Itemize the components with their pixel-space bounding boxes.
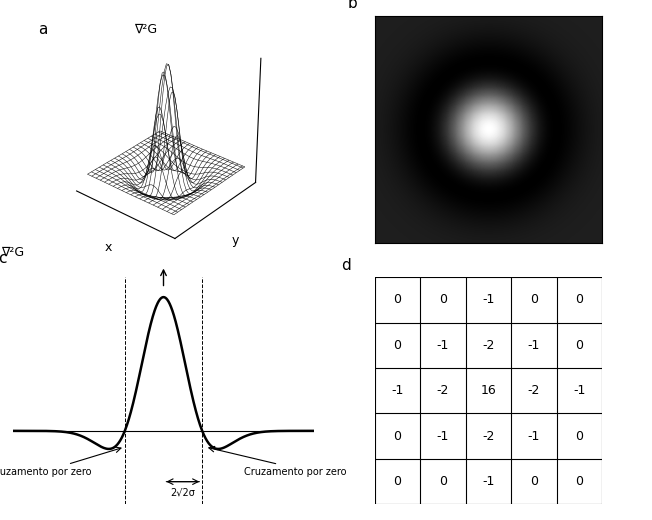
Text: c: c <box>0 251 7 266</box>
Text: -2: -2 <box>527 384 540 397</box>
Text: a: a <box>38 22 48 37</box>
Text: -1: -1 <box>527 430 540 443</box>
Text: 0: 0 <box>394 339 402 352</box>
Text: -1: -1 <box>527 339 540 352</box>
Text: -2: -2 <box>482 339 495 352</box>
Text: -2: -2 <box>482 430 495 443</box>
Text: -2: -2 <box>437 384 449 397</box>
Text: -1: -1 <box>482 475 495 488</box>
Text: b: b <box>348 0 357 11</box>
Text: ∇²G: ∇²G <box>1 246 25 259</box>
Text: 0: 0 <box>439 475 447 488</box>
Text: -1: -1 <box>437 430 449 443</box>
Text: -1: -1 <box>391 384 404 397</box>
Text: 0: 0 <box>576 339 584 352</box>
Text: 0: 0 <box>394 430 402 443</box>
Text: Cruzamento por zero: Cruzamento por zero <box>0 467 92 477</box>
Text: 0: 0 <box>576 293 584 306</box>
Text: 0: 0 <box>576 430 584 443</box>
Text: 0: 0 <box>439 293 447 306</box>
Text: -1: -1 <box>482 293 495 306</box>
X-axis label: x: x <box>104 241 112 254</box>
Text: 0: 0 <box>530 293 538 306</box>
Text: 2√2σ: 2√2σ <box>170 487 196 497</box>
Text: 16: 16 <box>481 384 496 397</box>
Text: ∇²G: ∇²G <box>134 22 157 35</box>
Text: -1: -1 <box>573 384 585 397</box>
Text: d: d <box>341 257 351 272</box>
Text: 0: 0 <box>576 475 584 488</box>
Text: -1: -1 <box>437 339 449 352</box>
Text: 0: 0 <box>394 475 402 488</box>
Text: 0: 0 <box>530 475 538 488</box>
Y-axis label: y: y <box>231 235 239 248</box>
Text: Cruzamento por zero: Cruzamento por zero <box>244 467 346 477</box>
Text: 0: 0 <box>394 293 402 306</box>
